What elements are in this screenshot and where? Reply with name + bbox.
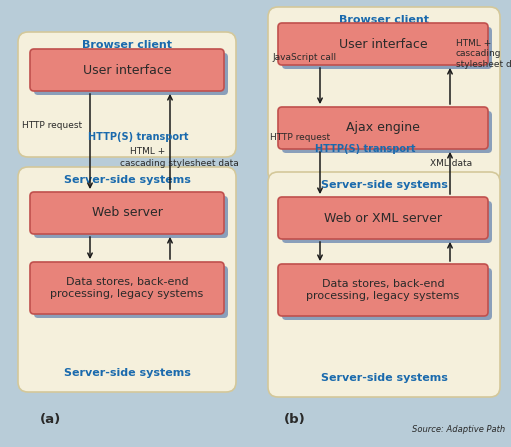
Text: Source: Adaptive Path: Source: Adaptive Path: [412, 425, 505, 434]
Text: Ajax engine: Ajax engine: [346, 122, 420, 135]
FancyBboxPatch shape: [30, 262, 224, 314]
FancyBboxPatch shape: [282, 27, 492, 69]
FancyBboxPatch shape: [282, 111, 492, 153]
FancyBboxPatch shape: [268, 7, 500, 182]
Text: User interface: User interface: [83, 63, 171, 76]
Text: Web server: Web server: [91, 207, 162, 219]
Text: Browser client: Browser client: [339, 15, 429, 25]
Text: (b): (b): [284, 413, 306, 426]
Text: Server-side systems: Server-side systems: [320, 180, 448, 190]
FancyBboxPatch shape: [282, 201, 492, 243]
Text: HTTP(S) transport: HTTP(S) transport: [315, 144, 415, 154]
Text: Data stores, back-end
processing, legacy systems: Data stores, back-end processing, legacy…: [51, 277, 203, 299]
Text: Web or XML server: Web or XML server: [324, 211, 442, 224]
Text: Data stores, back-end
processing, legacy systems: Data stores, back-end processing, legacy…: [307, 279, 459, 301]
Text: Browser client: Browser client: [82, 40, 172, 50]
FancyBboxPatch shape: [30, 192, 224, 234]
Text: Server-side systems: Server-side systems: [63, 175, 191, 185]
FancyBboxPatch shape: [268, 172, 500, 397]
FancyBboxPatch shape: [278, 23, 488, 65]
FancyBboxPatch shape: [278, 107, 488, 149]
Text: HTTP(S) transport: HTTP(S) transport: [88, 132, 189, 142]
Text: HTML +: HTML +: [130, 147, 165, 156]
FancyBboxPatch shape: [278, 264, 488, 316]
Text: HTTP request: HTTP request: [22, 121, 82, 130]
Text: User interface: User interface: [339, 38, 427, 51]
Text: HTML +
cascading
stylesheet data: HTML + cascading stylesheet data: [456, 39, 511, 69]
FancyBboxPatch shape: [282, 268, 492, 320]
FancyBboxPatch shape: [34, 266, 228, 318]
Text: JavaScript call: JavaScript call: [272, 52, 336, 62]
Text: cascading stylesheet data: cascading stylesheet data: [120, 159, 239, 168]
FancyBboxPatch shape: [18, 167, 236, 392]
FancyBboxPatch shape: [278, 197, 488, 239]
Text: Server-side systems: Server-side systems: [320, 373, 448, 383]
FancyBboxPatch shape: [34, 196, 228, 238]
Text: Server-side systems: Server-side systems: [63, 368, 191, 378]
FancyBboxPatch shape: [34, 53, 228, 95]
FancyBboxPatch shape: [30, 49, 224, 91]
FancyBboxPatch shape: [18, 32, 236, 157]
Text: HTTP request: HTTP request: [270, 132, 330, 142]
Text: XML data: XML data: [430, 159, 472, 168]
Text: (a): (a): [39, 413, 61, 426]
